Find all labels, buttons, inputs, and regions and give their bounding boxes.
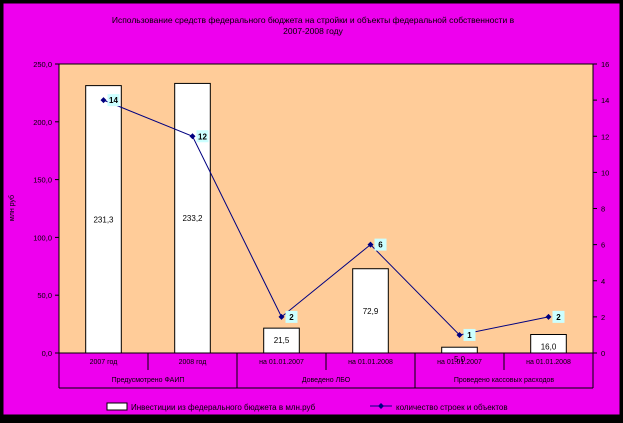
- y2-tick-label: 4: [601, 277, 605, 286]
- line-data-label: 6: [378, 241, 383, 250]
- x-tick-label: 2007 год: [90, 359, 118, 366]
- x-tick-label: на 01.01.2008: [526, 359, 571, 366]
- x-tick-label: на 01.01.2007: [259, 359, 304, 366]
- bar: [352, 268, 389, 354]
- line-point: [189, 133, 196, 140]
- line-label-box: [107, 94, 120, 107]
- bar: [174, 82, 211, 354]
- line-data-label: 2: [289, 313, 294, 322]
- line-data-label: 12: [198, 132, 207, 141]
- bar-data-label: 16,0: [541, 343, 557, 352]
- line-point: [278, 313, 285, 320]
- line-point: [100, 97, 107, 104]
- legend-line-label: количество строек и объектов: [396, 403, 508, 412]
- legend-line-marker: [378, 403, 384, 409]
- line-label-box: [463, 328, 476, 341]
- line-label-box: [374, 238, 387, 251]
- y2-tick-label: 2: [601, 313, 605, 322]
- line-label-box: [552, 310, 565, 323]
- y2-tick-label: 8: [601, 205, 605, 214]
- chart-title-line2: 2007-2008 году: [283, 26, 343, 36]
- bar-data-label: 21,5: [274, 336, 290, 345]
- line-point: [545, 313, 552, 320]
- y-tick-label: 100,0: [33, 233, 52, 242]
- bar: [530, 334, 567, 354]
- y2-tick-label: 6: [601, 241, 605, 250]
- line-label-box: [196, 130, 209, 143]
- line-point: [456, 331, 463, 338]
- bar-data-label: 231,3: [93, 215, 114, 224]
- group-label: Доведено ЛБО: [302, 377, 351, 384]
- line-data-label: 2: [556, 313, 561, 322]
- group-label: Проведено кассовых расходов: [454, 377, 555, 384]
- y-tick-label: 250,0: [33, 60, 52, 69]
- y2-tick-label: 0: [601, 349, 605, 358]
- line-point: [367, 241, 374, 248]
- y-tick-label: 150,0: [33, 176, 52, 185]
- legend-bar-swatch: [106, 402, 128, 411]
- y2-tick-label: 12: [601, 132, 609, 141]
- plot-area: [58, 63, 594, 354]
- y-tick-label: 50,0: [37, 291, 52, 300]
- y-tick-label: 0,0: [42, 349, 52, 358]
- x-tick-label: на 01.01.2008: [348, 359, 393, 366]
- line-data-label: 1: [467, 331, 472, 340]
- line-data-label: 14: [109, 96, 118, 105]
- bar: [85, 85, 122, 354]
- bar-data-label: 233,2: [182, 214, 203, 223]
- y2-tick-label: 10: [601, 168, 609, 177]
- bar: [263, 327, 300, 354]
- x-tick-label: 2008 год: [179, 359, 207, 366]
- bar-data-label: 5,0: [454, 355, 466, 364]
- y2-tick-label: 16: [601, 60, 609, 69]
- line-label-box: [285, 310, 298, 323]
- bar-data-label: 72,9: [363, 307, 379, 316]
- group-label: Предусмотрено ФАИП: [112, 377, 185, 384]
- chart-title-line1: Использование средств федерального бюдже…: [112, 15, 515, 25]
- y-tick-label: 200,0: [33, 118, 52, 127]
- bar: [441, 346, 478, 354]
- y-axis-label: млн руб: [8, 195, 16, 221]
- y2-tick-label: 14: [601, 96, 609, 105]
- legend-bar-label: Инвестиции из федерального бюджета в млн…: [131, 403, 316, 412]
- x-tick-label: на 01.01.2007: [437, 359, 482, 366]
